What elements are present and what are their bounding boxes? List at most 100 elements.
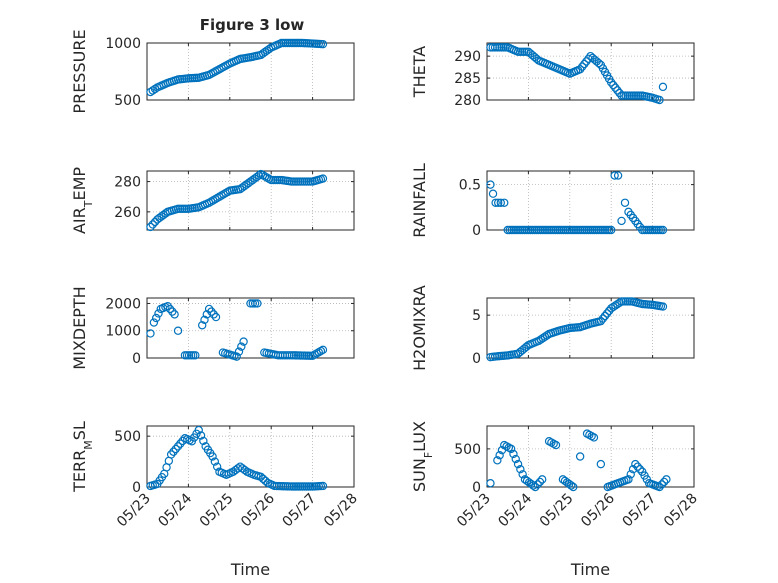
data-point: [658, 82, 668, 92]
data-point: [494, 198, 503, 207]
data-point: [496, 198, 505, 207]
plot-area: [147, 426, 354, 487]
y-tick-label: 285: [454, 71, 481, 87]
data-point: [607, 78, 616, 87]
panel-theta: 280 285 290 THETA: [410, 42, 695, 109]
data-point: [200, 315, 209, 325]
data-point: [658, 302, 668, 311]
y-tick-label: 260: [114, 205, 141, 221]
data-point: [237, 342, 246, 351]
data-point: [506, 444, 516, 454]
data-point: [171, 444, 180, 454]
data-point: [518, 470, 527, 479]
y-axis-label: PRESSURE: [70, 29, 89, 113]
data-point: [509, 449, 518, 459]
y-axis-label: H2OMIXRA: [410, 285, 429, 371]
data-point: [239, 337, 248, 346]
data-point: [212, 462, 222, 471]
y-tick-label: 280: [114, 175, 141, 191]
data-point: [607, 225, 616, 235]
axes-box: [486, 297, 695, 359]
data-point: [589, 433, 599, 442]
data-point: [209, 310, 218, 319]
data-point: [264, 174, 274, 184]
axes-box: [146, 42, 355, 101]
data-point: [211, 312, 221, 322]
y-tick-label: 280: [454, 93, 481, 109]
data-point: [256, 169, 266, 179]
y-tick-label: 2000: [105, 296, 141, 312]
axes-box: [146, 170, 355, 231]
data-point: [566, 481, 576, 490]
data-point: [248, 299, 257, 308]
data-point: [250, 299, 260, 308]
data-point: [149, 318, 159, 327]
panel-h2omixra: 0 5 H2OMIXRA: [410, 285, 695, 371]
data-point: [312, 349, 321, 358]
data-point: [314, 348, 324, 357]
x-tick-label: 05/28: [661, 491, 701, 531]
x-tick-label: 05/25: [537, 491, 577, 531]
x-tick-label: 05/23: [114, 491, 154, 531]
data-point: [533, 480, 542, 489]
data-point: [594, 58, 603, 68]
data-point: [531, 482, 540, 492]
data-point: [169, 447, 178, 456]
plot-area: [487, 171, 694, 230]
data-point: [264, 44, 274, 54]
axes-box: [146, 425, 355, 488]
y-tick-label: 290: [454, 49, 481, 65]
data-point: [211, 194, 220, 204]
y-axis-label: RAINFALL: [410, 163, 429, 238]
data-point: [575, 452, 585, 461]
data-point: [209, 196, 218, 205]
data-point: [318, 39, 328, 49]
data-point: [617, 216, 626, 226]
data-point: [194, 425, 203, 435]
x-axis-label: Time: [230, 560, 270, 579]
data-point: [513, 459, 523, 469]
data-point: [655, 482, 664, 492]
data-point: [598, 314, 608, 323]
data-point: [163, 301, 172, 311]
data-point: [540, 332, 550, 341]
data-point: [582, 57, 591, 66]
data-point: [213, 193, 222, 203]
data-point: [170, 310, 179, 319]
data-point: [609, 302, 618, 312]
panel-rainfall: 0 0.5 RAINFALL: [410, 163, 695, 239]
data-point: [635, 465, 645, 474]
data-point: [532, 54, 541, 63]
x-tick-label: 05/27: [280, 491, 320, 531]
y-tick-label: 0: [132, 480, 141, 496]
data-point: [168, 307, 177, 316]
data-point: [511, 454, 520, 464]
data-point: [253, 299, 262, 308]
data-point: [611, 301, 620, 310]
panel-sun-flux: 0 500 05/23 05/24 05/25 05/26 05/27 05/28 Time SU…: [410, 421, 701, 579]
panel-air-temp: 260 280 AIRTEMP: [70, 167, 355, 234]
x-tick-label: 05/24: [495, 490, 535, 530]
data-point: [516, 465, 525, 474]
data-point: [318, 174, 328, 183]
data-point: [602, 309, 612, 318]
data-point: [659, 477, 669, 487]
data-point: [148, 220, 157, 229]
data-point: [490, 43, 500, 52]
data-point: [551, 440, 561, 450]
data-point: [310, 350, 319, 359]
data-point: [207, 307, 216, 316]
x-tick-label: 05/28: [321, 491, 361, 531]
y-tick-label: 500: [114, 429, 141, 445]
data-point: [596, 316, 606, 326]
figure-title: Figure 3 low: [200, 16, 305, 34]
y-axis-label: THETA: [410, 46, 429, 98]
data-point: [611, 83, 620, 92]
data-point: [538, 333, 548, 343]
data-point: [308, 351, 317, 361]
plot-area: [147, 43, 354, 100]
data-point: [613, 86, 622, 95]
y-tick-label: 0: [132, 351, 141, 367]
data-point: [569, 482, 578, 492]
data-point: [488, 189, 498, 198]
